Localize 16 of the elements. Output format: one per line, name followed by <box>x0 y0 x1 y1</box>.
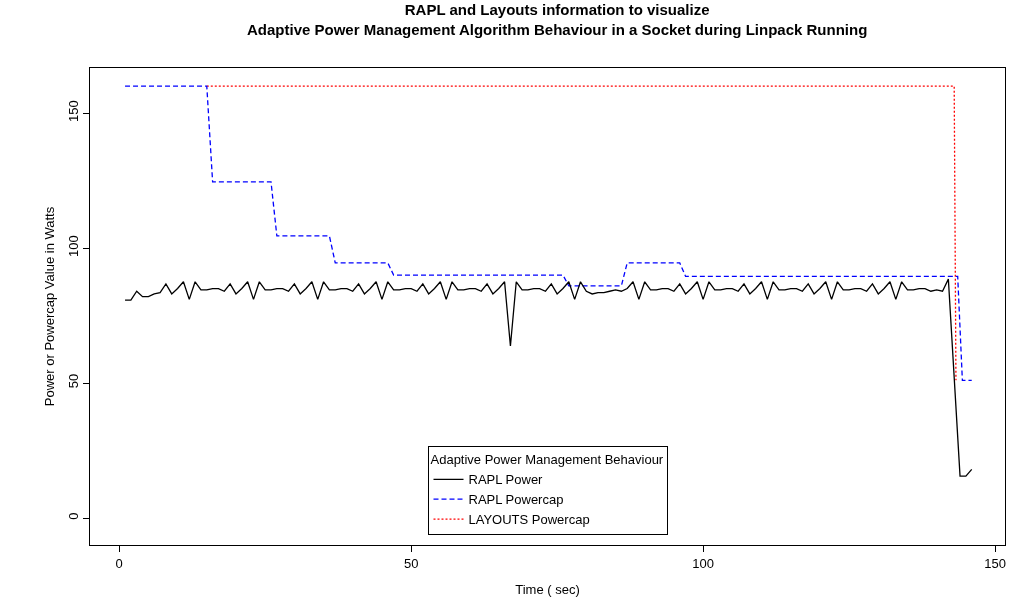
y-tick-label: 0 <box>65 512 81 520</box>
legend-title: Adaptive Power Management Behaviour <box>430 452 664 468</box>
line-series <box>124 278 973 477</box>
x-tick-label: 0 <box>115 555 123 571</box>
x-tick-label: 150 <box>984 555 1006 571</box>
y-tick-label: 50 <box>65 373 81 389</box>
chart-title: RAPL and Layouts information to visualize Adaptive Power Management Algorithm Behaviour in a Socket during Linpack Running <box>246 1 868 38</box>
y-axis-title: Power or Powercap Value in Watts <box>42 206 57 407</box>
y-tick-label: 100 <box>65 235 81 257</box>
x-tick-label: 50 <box>403 555 419 571</box>
legend-label: LAYOUTS Powercap <box>468 512 590 528</box>
x-axis-title: Time ( sec) <box>515 582 580 597</box>
legend-label: RAPL Power <box>468 472 544 488</box>
x-tick-label: 100 <box>692 555 714 571</box>
legend-label: RAPL Powercap <box>468 492 564 508</box>
y-tick-label: 150 <box>65 100 81 122</box>
